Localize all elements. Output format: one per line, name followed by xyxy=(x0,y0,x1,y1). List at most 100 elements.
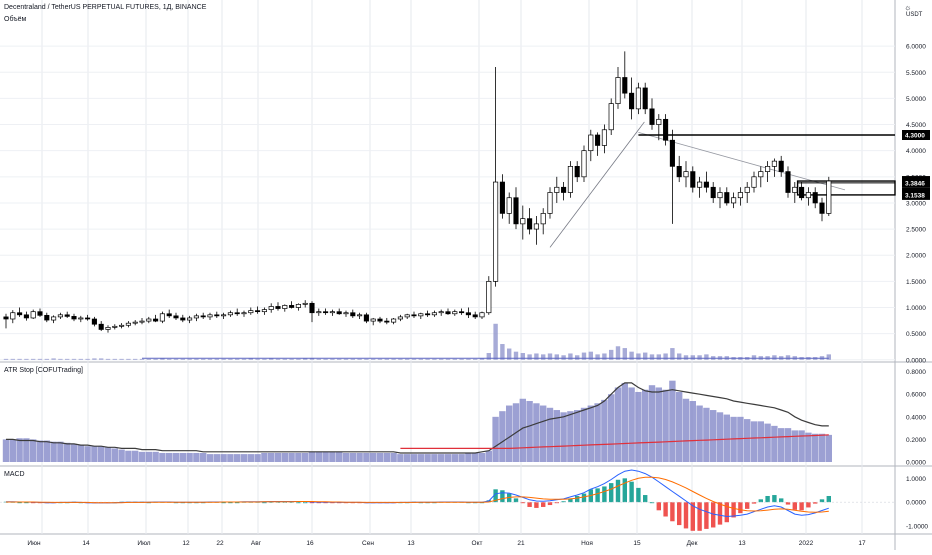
candle-body[interactable] xyxy=(112,325,118,328)
candle-body[interactable] xyxy=(57,314,63,318)
volume-indicator-label[interactable]: Объём xyxy=(4,16,27,23)
candle-body[interactable] xyxy=(295,304,301,308)
level-box[interactable] xyxy=(796,180,896,196)
candle-body[interactable] xyxy=(98,323,104,330)
candle-body[interactable] xyxy=(105,327,111,330)
trend-line[interactable] xyxy=(549,121,645,248)
candle-body[interactable] xyxy=(404,314,410,318)
candle-body[interactable] xyxy=(187,317,193,321)
candle-body[interactable] xyxy=(357,314,363,317)
candle-body[interactable] xyxy=(397,316,403,320)
atr-stop-title[interactable]: ATR Stop [COFUTrading] xyxy=(4,367,83,374)
candle-body[interactable] xyxy=(499,181,505,214)
candle-body[interactable] xyxy=(214,314,220,317)
candle-body[interactable] xyxy=(744,186,750,193)
candle-body[interactable] xyxy=(513,197,519,225)
candle-body[interactable] xyxy=(268,306,274,310)
candle-body[interactable] xyxy=(588,134,594,152)
candle-body[interactable] xyxy=(805,192,811,199)
candle-body[interactable] xyxy=(343,312,349,315)
candle-body[interactable] xyxy=(248,310,254,314)
candle-body[interactable] xyxy=(533,223,539,230)
candle-body[interactable] xyxy=(731,197,737,204)
candle-body[interactable] xyxy=(289,305,295,308)
candle-body[interactable] xyxy=(3,316,9,320)
candle-body[interactable] xyxy=(336,311,342,315)
candle-body[interactable] xyxy=(608,103,614,131)
candle-body[interactable] xyxy=(71,316,77,320)
candle-body[interactable] xyxy=(765,166,771,172)
candle-body[interactable] xyxy=(717,192,723,199)
candle-body[interactable] xyxy=(10,312,16,320)
candle-body[interactable] xyxy=(642,87,648,110)
candle-body[interactable] xyxy=(323,311,329,314)
candle-body[interactable] xyxy=(51,316,57,321)
candle-body[interactable] xyxy=(493,181,499,282)
candle-body[interactable] xyxy=(554,186,560,193)
candle-body[interactable] xyxy=(316,311,322,314)
candle-body[interactable] xyxy=(207,314,213,318)
candle-body[interactable] xyxy=(275,306,281,309)
candle-body[interactable] xyxy=(669,139,675,167)
candle-body[interactable] xyxy=(799,186,805,199)
candle-body[interactable] xyxy=(506,197,512,214)
candle-body[interactable] xyxy=(23,314,29,319)
candle-body[interactable] xyxy=(302,302,308,305)
candle-body[interactable] xyxy=(676,166,682,178)
candle-body[interactable] xyxy=(193,315,199,319)
candle-body[interactable] xyxy=(601,129,607,146)
candle-body[interactable] xyxy=(683,171,689,178)
alert-bell-icon[interactable]: ☼ xyxy=(904,3,912,12)
price-badge[interactable] xyxy=(902,177,930,188)
candle-body[interactable] xyxy=(465,312,471,316)
candle-body[interactable] xyxy=(17,312,23,316)
candle-body[interactable] xyxy=(411,314,417,317)
candle-body[interactable] xyxy=(819,202,825,214)
candle-body[interactable] xyxy=(85,317,91,320)
candle-body[interactable] xyxy=(241,312,247,315)
candle-body[interactable] xyxy=(595,134,601,146)
candle-body[interactable] xyxy=(771,160,777,167)
candle-body[interactable] xyxy=(758,171,764,178)
candle-body[interactable] xyxy=(139,320,145,323)
candle-body[interactable] xyxy=(425,313,431,316)
candle-body[interactable] xyxy=(690,171,696,188)
candle-body[interactable] xyxy=(377,318,383,322)
candle-body[interactable] xyxy=(452,311,458,315)
candle-body[interactable] xyxy=(445,311,451,315)
candle-body[interactable] xyxy=(166,313,172,317)
candle-body[interactable] xyxy=(778,160,784,172)
candle-body[interactable] xyxy=(629,92,635,110)
candle-body[interactable] xyxy=(255,310,261,313)
candle-body[interactable] xyxy=(751,176,757,188)
candle-body[interactable] xyxy=(622,77,628,94)
candle-body[interactable] xyxy=(173,315,179,319)
candle-body[interactable] xyxy=(486,281,492,314)
candle-body[interactable] xyxy=(91,318,97,325)
candle-body[interactable] xyxy=(520,218,526,225)
candle-body[interactable] xyxy=(200,315,206,318)
candle-body[interactable] xyxy=(44,314,50,321)
candle-body[interactable] xyxy=(663,118,669,141)
candle-body[interactable] xyxy=(309,302,315,314)
candle-body[interactable] xyxy=(649,108,655,125)
candle-body[interactable] xyxy=(459,311,465,314)
candle-body[interactable] xyxy=(561,186,567,193)
candle-body[interactable] xyxy=(221,314,227,317)
candle-body[interactable] xyxy=(180,317,186,321)
candle-body[interactable] xyxy=(635,87,641,110)
candle-body[interactable] xyxy=(479,312,485,318)
candle-body[interactable] xyxy=(363,314,369,322)
candle-body[interactable] xyxy=(697,181,703,188)
candle-body[interactable] xyxy=(261,309,267,313)
price-badge[interactable] xyxy=(902,189,930,200)
candle-body[interactable] xyxy=(391,318,397,323)
candle-body[interactable] xyxy=(234,312,240,315)
price-badge[interactable] xyxy=(902,130,930,140)
symbol-title[interactable]: Decentraland / TetherUS PERPETUAL FUTURE… xyxy=(4,4,207,11)
candle-body[interactable] xyxy=(472,314,478,318)
candle-body[interactable] xyxy=(418,313,424,317)
candle-body[interactable] xyxy=(547,192,553,214)
candle-body[interactable] xyxy=(119,324,125,327)
